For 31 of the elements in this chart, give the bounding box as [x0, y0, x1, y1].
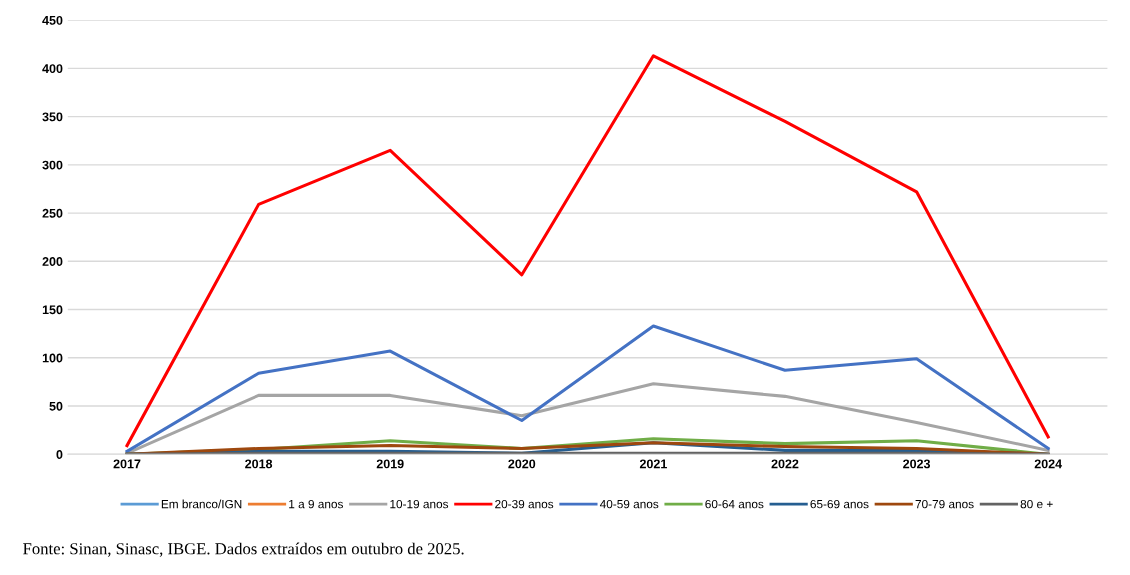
- source-note: Fonte: Sinan, Sinasc, IBGE. Dados extraídos em outubro de 2025.: [23, 542, 464, 557]
- x-tick-label: 2019: [376, 459, 404, 469]
- legend-label: 10-19 anos: [390, 499, 449, 509]
- legend-label: 20-39 anos: [495, 499, 554, 509]
- x-tick-label: 2020: [508, 459, 536, 469]
- y-tick-label: 250: [42, 208, 63, 218]
- y-tick-label: 300: [42, 160, 63, 170]
- legend-label: 70-79 anos: [915, 499, 974, 509]
- line-series: [125, 324, 1050, 453]
- x-tick-label: 2023: [903, 459, 931, 469]
- y-tick-label: 50: [49, 401, 63, 411]
- y-tick-label: 350: [42, 112, 63, 122]
- y-tick-label: 450: [42, 15, 63, 25]
- y-tick-label: 400: [42, 64, 63, 74]
- legend-label: 60-64 anos: [705, 499, 764, 509]
- line-series: [125, 382, 1050, 455]
- y-tick-label: 0: [56, 450, 63, 459]
- legend-label: 65-69 anos: [810, 499, 869, 509]
- x-tick-label: 2024: [1034, 459, 1063, 469]
- y-tick-label: 200: [42, 257, 63, 266]
- legend-label: 1 a 9 anos: [289, 499, 343, 509]
- legend-label: Em branco/IGN: [161, 499, 242, 509]
- y-tick-label: 150: [42, 305, 63, 315]
- x-tick-label: 2017: [113, 459, 141, 469]
- x-tick-label: 2022: [771, 459, 799, 469]
- x-tick-label: 2021: [639, 459, 667, 469]
- y-tick-label: 100: [42, 353, 63, 363]
- line-series: [125, 54, 1050, 448]
- legend-label: 40-59 anos: [599, 499, 659, 509]
- x-tick-label: 2018: [245, 459, 273, 469]
- legend-label: 80 e +: [1020, 499, 1053, 509]
